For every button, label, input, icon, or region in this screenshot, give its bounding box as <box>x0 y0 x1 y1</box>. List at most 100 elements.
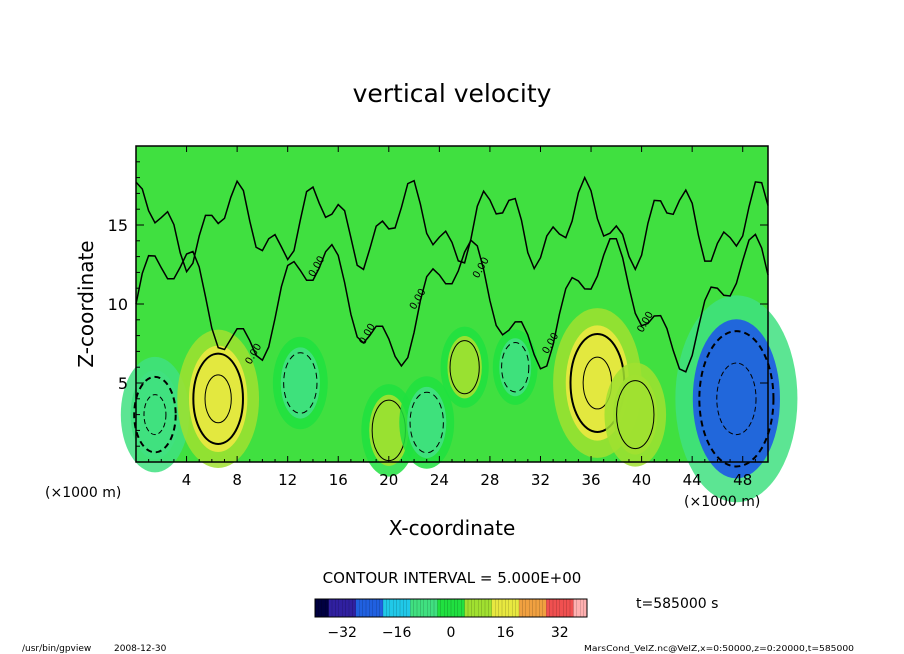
colorbar-cell <box>485 599 489 617</box>
colorbar-cell <box>417 599 421 617</box>
colorbar-cell <box>454 599 459 617</box>
contour-line <box>283 352 318 414</box>
colorbar-cell <box>457 599 462 617</box>
colorbar-cell <box>400 599 404 617</box>
colorbar-cell <box>315 599 319 617</box>
contour-line <box>133 375 177 454</box>
colorbar-cell <box>522 599 527 617</box>
colorbar-cell <box>362 599 367 617</box>
colorbar-cell <box>328 599 333 617</box>
x-tick-label: 4 <box>182 471 192 489</box>
colorbar-cell <box>461 599 466 617</box>
contour-line <box>409 391 444 454</box>
x-tick-label: 32 <box>531 471 550 489</box>
colorbar-cell <box>413 599 418 617</box>
x-unit-right: (×1000 m) <box>684 494 760 510</box>
colorbar-cell <box>389 599 394 617</box>
colorbar-cell <box>427 599 432 617</box>
colorbar-cell <box>529 599 534 617</box>
colorbar-cell <box>559 599 564 617</box>
colorbar-cell <box>536 599 540 617</box>
y-axis: 5 10 15 <box>108 161 768 447</box>
colorbar-cell <box>553 599 557 617</box>
colorbar-cell <box>318 599 323 617</box>
colorbar-cell <box>519 599 523 617</box>
colorbar-cell <box>549 599 554 617</box>
x-tick-label: 40 <box>632 471 651 489</box>
colorbar-tick-label: 32 <box>551 625 569 641</box>
colorbar-cell <box>498 599 503 617</box>
footer-source: MarsCond_VelZ.nc@VelZ,x=0:50000,z=0:2000… <box>584 644 854 653</box>
colorbar-cell <box>583 599 588 617</box>
plot-area: 0.000.000.000.000.000.000.00 <box>120 145 798 503</box>
colorbar-cell <box>332 599 336 617</box>
x-tick-label: 12 <box>278 471 297 489</box>
y-tick-label: 15 <box>108 216 128 235</box>
field-feature <box>407 386 447 459</box>
colorbar-cell <box>440 599 445 617</box>
field-feature <box>130 370 180 459</box>
x-tick-label: 8 <box>232 471 242 489</box>
x-tick-label: 16 <box>329 471 348 489</box>
colorbar-cell <box>556 599 561 617</box>
colorbar-cell <box>539 599 544 617</box>
contour-line <box>192 352 244 446</box>
colorbar-cell <box>372 599 377 617</box>
colorbar-cell <box>451 599 455 617</box>
x-tick-label: 36 <box>581 471 600 489</box>
colorbar-tick-label: 16 <box>496 625 514 641</box>
colorbar-cell <box>580 599 585 617</box>
x-axis-label: X-coordinate <box>389 516 516 540</box>
chart-title: vertical velocity <box>353 79 552 108</box>
colorbar-cell <box>355 599 360 617</box>
field-feature <box>188 345 248 452</box>
colorbar-cell <box>474 599 479 617</box>
colorbar-cell <box>366 599 370 617</box>
colorbar-cell <box>542 599 547 617</box>
contour-line <box>204 374 232 424</box>
colorbar-cell <box>338 599 343 617</box>
colorbar-tick-label: −32 <box>327 625 357 641</box>
field-feature <box>369 394 409 466</box>
colorbar-cell <box>468 599 472 617</box>
colorbar-tick-label: 0 <box>447 625 456 641</box>
colorbar-cell <box>383 599 387 617</box>
colorbar-cell <box>447 599 452 617</box>
colorbar-cell <box>563 599 568 617</box>
y-tick-label: 5 <box>118 374 128 393</box>
field-feature <box>447 336 482 399</box>
field-feature <box>692 319 781 479</box>
field-feature <box>613 374 658 455</box>
colorbar-cell <box>576 599 581 617</box>
contour-line <box>616 380 655 450</box>
colorbar-cell <box>379 599 384 617</box>
x-tick-label: 20 <box>379 471 398 489</box>
colorbar-cell <box>321 599 326 617</box>
x-axis: 4 8 12 16 20 24 28 32 36 40 44 48 <box>148 146 756 489</box>
colorbar-cell <box>386 599 391 617</box>
colorbar-cell <box>423 599 428 617</box>
time-label: t=585000 s <box>636 596 718 612</box>
x-tick-label: 24 <box>430 471 449 489</box>
colorbar-cell <box>502 599 506 617</box>
colorbar-cell <box>420 599 425 617</box>
y-tick-label: 10 <box>108 295 128 314</box>
colorbar-cell <box>349 599 353 617</box>
colorbar-cell <box>505 599 510 617</box>
field-feature <box>280 347 320 419</box>
colorbar-cell <box>570 599 574 617</box>
colorbar-cell <box>488 599 493 617</box>
colorbar-cell <box>491 599 496 617</box>
colorbar-cell <box>396 599 401 617</box>
colorbar-cell <box>335 599 340 617</box>
colorbar-cell <box>532 599 537 617</box>
colorbar-cell <box>471 599 476 617</box>
contour-line <box>449 340 480 395</box>
colorbar-cell <box>525 599 530 617</box>
colorbar-cell <box>325 599 330 617</box>
colorbar-cell <box>359 599 364 617</box>
colorbar-tick-label: −16 <box>382 625 412 641</box>
y-axis-label: Z-coordinate <box>74 240 98 367</box>
x-tick-label: 48 <box>733 471 752 489</box>
